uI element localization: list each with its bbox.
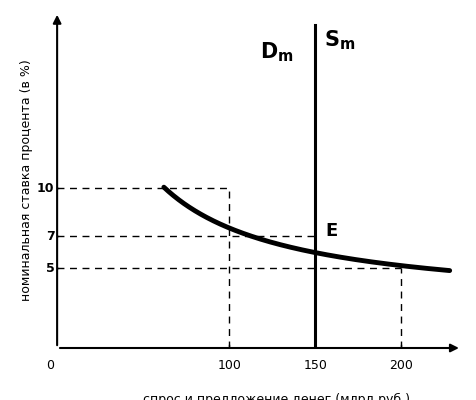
Text: 10: 10 [37,182,55,194]
Text: номинальная ставка процента (в %): номинальная ставка процента (в %) [20,59,33,301]
Text: спрос и предложение денег (млрд.руб.): спрос и предложение денег (млрд.руб.) [143,393,410,400]
Text: 5: 5 [46,262,55,274]
Text: $\mathbf{D_m}$: $\mathbf{D_m}$ [260,40,294,64]
Text: 0: 0 [47,359,55,372]
Text: 7: 7 [46,230,55,242]
Text: E: E [326,222,338,240]
Text: $\mathbf{S_m}$: $\mathbf{S_m}$ [324,28,356,52]
Text: 100: 100 [218,359,241,372]
Text: 150: 150 [303,359,327,372]
Text: 200: 200 [389,359,413,372]
